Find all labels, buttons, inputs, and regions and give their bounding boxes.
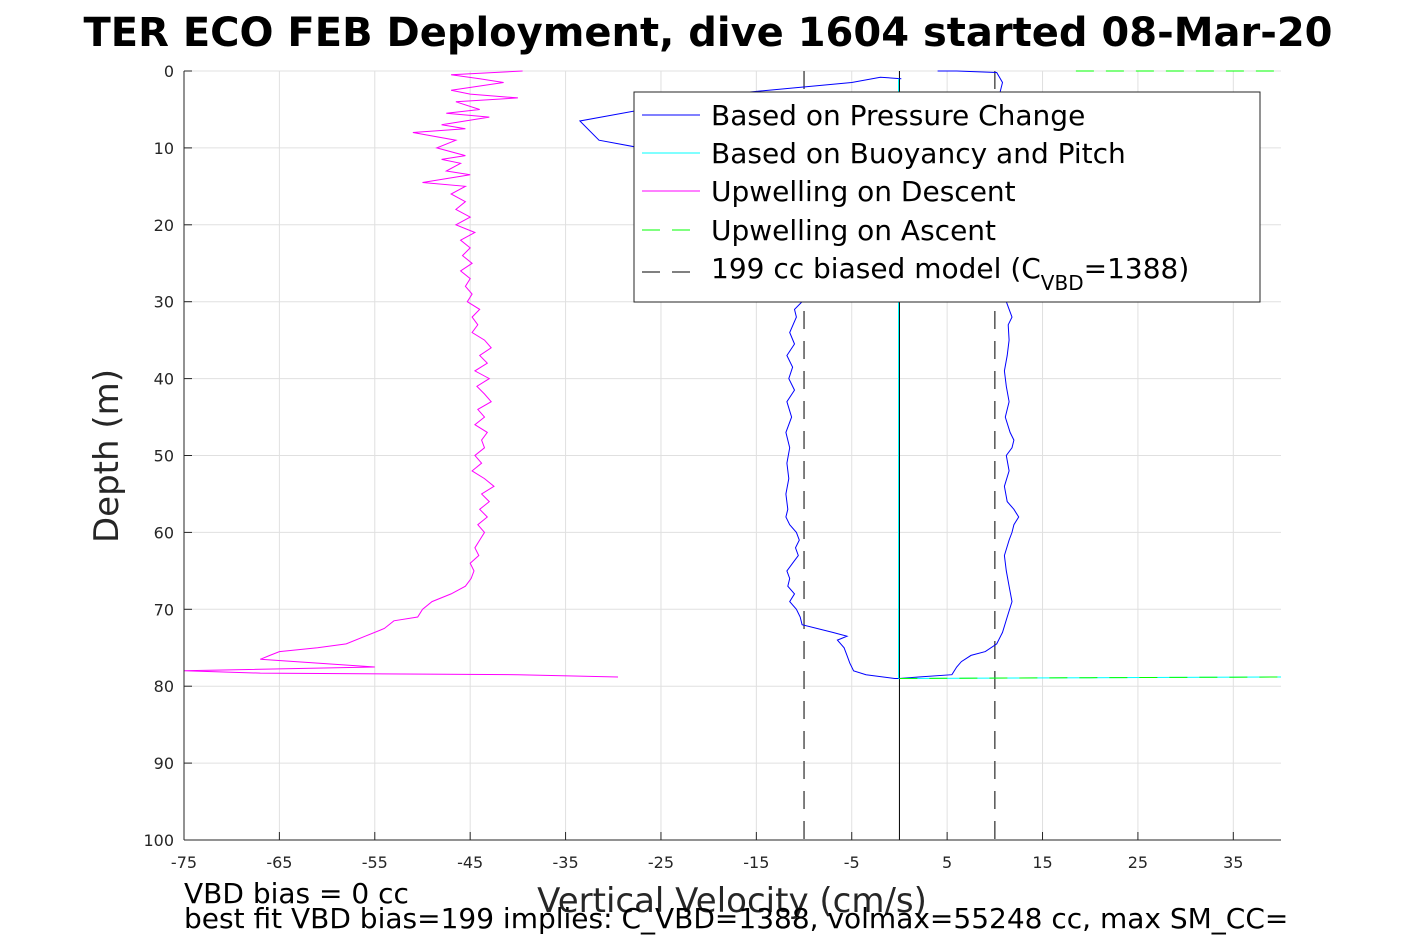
series-upwelling-descent — [183, 70, 619, 678]
legend-model-sub: VBD — [1041, 271, 1084, 295]
axes — [183, 70, 1281, 841]
x-tick-label-11: 35 — [1223, 853, 1243, 872]
y-tick-label-1: 10 — [154, 139, 174, 158]
y-tick-label-8: 80 — [154, 677, 174, 696]
y-tick-label-2: 20 — [154, 216, 174, 235]
y-axis-label: Depth (m) — [87, 369, 127, 543]
legend-label-model: 199 cc biased model (CVBD=1388) — [711, 252, 1189, 295]
y-tick-label-4: 40 — [154, 370, 174, 389]
x-axis-label: Vertical Velocity (cm/s) — [537, 881, 927, 921]
legend-model-suffix: =1388) — [1084, 252, 1190, 285]
y-tick-label-6: 60 — [154, 523, 174, 542]
legend-label-ascent: Upwelling on Ascent — [711, 214, 996, 247]
y-tick-label-10: 100 — [143, 831, 174, 850]
x-tick-label-2: -55 — [362, 853, 388, 872]
x-tick-label-7: -5 — [844, 853, 860, 872]
x-tick-label-1: -65 — [266, 853, 292, 872]
legend: Based on Pressure Change Based on Buoyan… — [633, 91, 1261, 303]
x-tick-label-3: -45 — [457, 853, 483, 872]
x-tick-label-9: 15 — [1032, 853, 1052, 872]
note-vbd-bias: VBD bias = 0 cc — [184, 877, 409, 910]
x-tick-label-8: 5 — [942, 853, 952, 872]
note-best-fit: best fit VBD bias=199 implies: C_VBD=138… — [184, 902, 1288, 935]
legend-model-prefix: 199 cc biased model (C — [711, 252, 1041, 285]
x-tick-label-10: 25 — [1128, 853, 1148, 872]
x-tick-label-0: -75 — [171, 853, 197, 872]
chart-title: TER ECO FEB Deployment, dive 1604 starte… — [83, 10, 1332, 56]
y-tick-label-9: 90 — [154, 754, 174, 773]
y-tick-label-7: 70 — [154, 600, 174, 619]
legend-label-buoyancy: Based on Buoyancy and Pitch — [711, 137, 1126, 170]
y-tick-label-0: 0 — [164, 62, 174, 81]
legend-label-descent: Upwelling on Descent — [711, 175, 1016, 208]
x-tick-label-6: -15 — [743, 853, 769, 872]
y-tick-label-5: 50 — [154, 447, 174, 466]
tick-labels: -75 -65 -55 -45 -35 -25 -15 -5 5 15 25 350102030405… — [143, 62, 1243, 872]
series-upwelling-ascent-0 — [899, 676, 1282, 679]
y-tick-label-3: 30 — [154, 293, 174, 312]
x-tick-label-4: -35 — [552, 853, 578, 872]
legend-label-pressure: Based on Pressure Change — [711, 99, 1085, 132]
legend-box — [633, 91, 1261, 303]
x-tick-label-5: -25 — [648, 853, 674, 872]
